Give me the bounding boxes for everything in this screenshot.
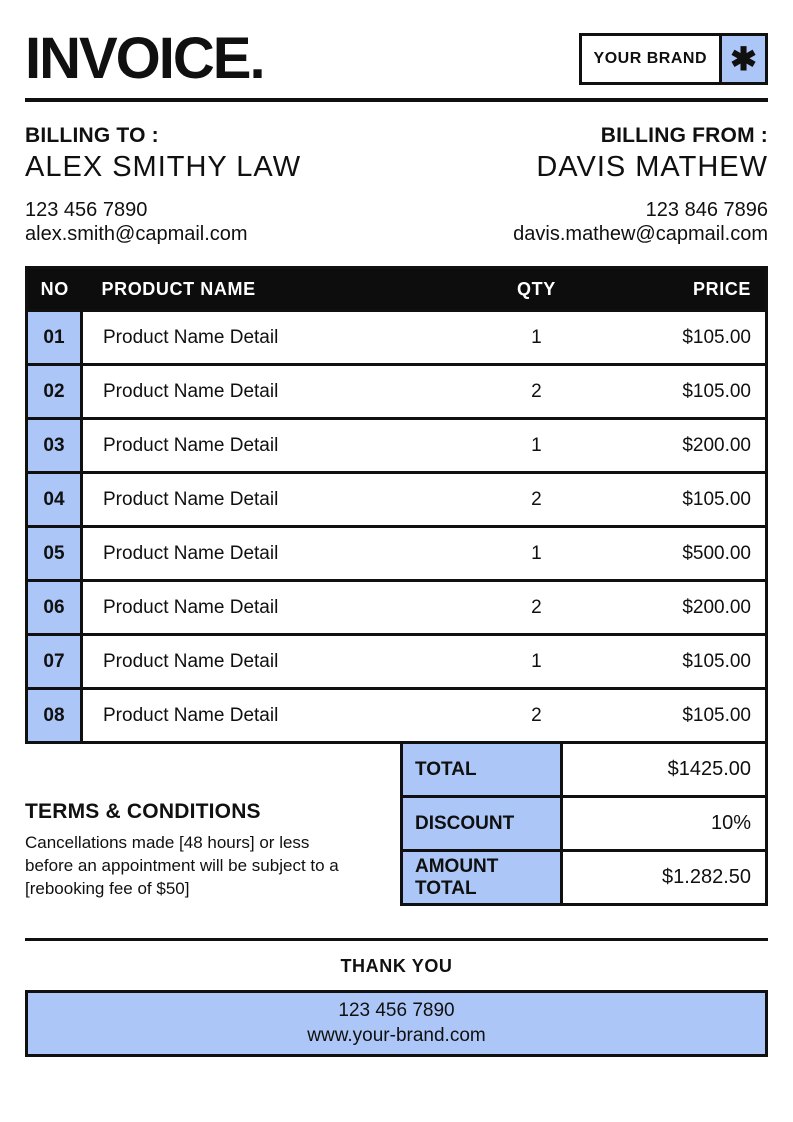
bottom-section: TERMS & CONDITIONS Cancellations made [4…	[25, 741, 768, 906]
price: $500.00	[682, 542, 751, 564]
billing-to-name: ALEX SMITHY LAW	[25, 151, 302, 183]
quantity: 2	[531, 488, 542, 510]
billing-section: BILLING TO : ALEX SMITHY LAW 123 456 789…	[25, 124, 768, 246]
price: $105.00	[682, 650, 751, 672]
table-row: 04 Product Name Detail 2 $105.00	[26, 472, 767, 527]
billing-to-section: BILLING TO : ALEX SMITHY LAW 123 456 789…	[25, 124, 301, 246]
price: $105.00	[682, 380, 751, 402]
asterisk-icon: ✱	[719, 36, 765, 82]
row-number: 07	[26, 634, 83, 689]
footer-rule	[25, 938, 768, 941]
thank-you-text: THANK YOU	[340, 956, 453, 976]
quantity: 2	[531, 380, 542, 402]
total-value: $1425.00	[560, 741, 768, 798]
billing-from-contact: 123 846 7896 davis.mathew@capmail.com	[513, 198, 768, 246]
table-row: 01 Product Name Detail 1 $105.00	[26, 310, 767, 365]
discount-value: 10%	[560, 795, 768, 852]
totals-table: TOTAL $1425.00 DISCOUNT 10% AMOUNT TOTAL…	[400, 741, 768, 906]
amount-total-row: AMOUNT TOTAL $1.282.50	[400, 849, 768, 906]
terms-body: Cancellations made [48 hours] or less be…	[25, 833, 339, 898]
row-number: 03	[26, 418, 83, 473]
row-number: 06	[26, 580, 83, 635]
table-row: 03 Product Name Detail 1 $200.00	[26, 418, 767, 473]
price: $200.00	[682, 596, 751, 618]
quantity: 1	[531, 434, 542, 456]
total-label: TOTAL	[400, 741, 563, 798]
footer-phone: 123 456 7890	[338, 1000, 455, 1021]
row-number: 04	[26, 472, 83, 527]
row-number: 05	[26, 526, 83, 581]
quantity: 2	[531, 704, 542, 726]
table-row: 05 Product Name Detail 1 $500.00	[26, 526, 767, 581]
product-name: Product Name Detail	[103, 380, 279, 402]
billing-to-phone: 123 456 7890	[25, 199, 148, 221]
billing-from-label: BILLING FROM :	[600, 124, 768, 147]
brand-label: YOUR BRAND	[581, 36, 719, 82]
row-number: 02	[26, 364, 83, 419]
table-row: 02 Product Name Detail 2 $105.00	[26, 364, 767, 419]
product-name: Product Name Detail	[103, 488, 279, 510]
billing-from-phone: 123 846 7896	[645, 199, 768, 221]
header: INVOICE. YOUR BRAND ✱	[25, 28, 768, 90]
table-row: 07 Product Name Detail 1 $105.00	[26, 634, 767, 689]
total-row: TOTAL $1425.00	[400, 741, 768, 798]
items-table: NO PRODUCT NAME QTY PRICE 01 Product Nam…	[25, 266, 768, 744]
invoice-title: INVOICE.	[25, 26, 266, 91]
product-name: Product Name Detail	[103, 326, 279, 348]
quantity: 2	[531, 596, 542, 618]
quantity: 1	[531, 326, 542, 348]
amount-total-value: $1.282.50	[560, 849, 768, 906]
discount-row: DISCOUNT 10%	[400, 795, 768, 852]
row-number: 01	[26, 310, 83, 365]
terms-heading: TERMS & CONDITIONS	[25, 800, 261, 823]
price: $200.00	[682, 434, 751, 456]
billing-from-email: davis.mathew@capmail.com	[513, 223, 768, 245]
header-no: NO	[40, 278, 69, 299]
header-price: PRICE	[692, 278, 751, 299]
billing-to-email: alex.smith@capmail.com	[25, 223, 248, 245]
billing-from-section: BILLING FROM : DAVIS MATHEW 123 846 7896…	[513, 124, 768, 246]
product-name: Product Name Detail	[103, 434, 279, 456]
price: $105.00	[682, 704, 751, 726]
items-table-header: NO PRODUCT NAME QTY PRICE	[26, 267, 767, 311]
product-name: Product Name Detail	[103, 596, 279, 618]
footer-contact-bar: 123 456 7890 www.your-brand.com	[25, 990, 768, 1058]
price: $105.00	[682, 488, 751, 510]
footer-website: www.your-brand.com	[307, 1024, 486, 1046]
quantity: 1	[531, 542, 542, 564]
row-number: 08	[26, 688, 83, 743]
brand-badge: YOUR BRAND ✱	[578, 33, 768, 85]
table-row: 08 Product Name Detail 2 $105.00	[26, 688, 767, 743]
product-name: Product Name Detail	[103, 704, 279, 726]
billing-to-contact: 123 456 7890 alex.smith@capmail.com	[25, 198, 301, 246]
table-row: 06 Product Name Detail 2 $200.00	[26, 580, 767, 635]
terms-section: TERMS & CONDITIONS Cancellations made [4…	[25, 800, 380, 901]
price: $105.00	[682, 326, 751, 348]
header-qty: QTY	[517, 278, 556, 299]
product-name: Product Name Detail	[103, 542, 279, 564]
discount-label: DISCOUNT	[400, 795, 563, 852]
header-rule	[25, 98, 768, 102]
quantity: 1	[531, 650, 542, 672]
billing-to-label: BILLING TO :	[25, 124, 159, 147]
billing-from-name: DAVIS MATHEW	[536, 151, 768, 183]
header-product-name: PRODUCT NAME	[101, 278, 256, 299]
product-name: Product Name Detail	[103, 650, 279, 672]
amount-total-label: AMOUNT TOTAL	[400, 849, 563, 906]
